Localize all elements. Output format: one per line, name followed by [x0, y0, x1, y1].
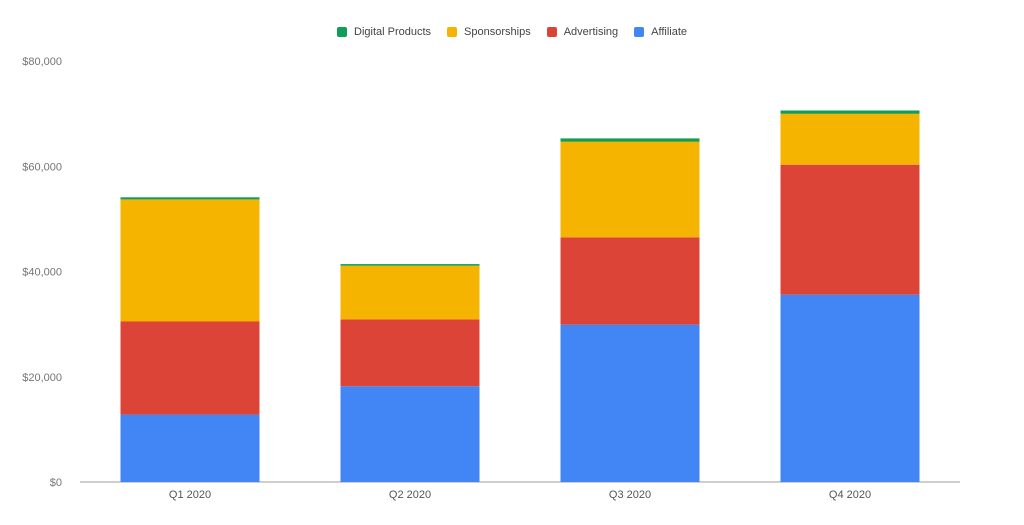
- bar-advertising-q4-2020[interactable]: [780, 164, 920, 295]
- bar-digital-products-q1-2020[interactable]: [120, 197, 260, 200]
- legend-swatch: [447, 27, 458, 37]
- legend-item-digital-products: Digital Products: [337, 26, 431, 38]
- bar-sponsorships-q3-2020[interactable]: [560, 141, 700, 238]
- bar-sponsorships-q4-2020[interactable]: [780, 113, 920, 165]
- legend-swatch: [634, 27, 645, 37]
- bar-sponsorships-q1-2020[interactable]: [120, 199, 260, 322]
- y-tick-label: $60,000: [22, 161, 62, 173]
- bar-affiliate-q1-2020[interactable]: [120, 414, 260, 482]
- legend-label: Affiliate: [651, 26, 687, 38]
- x-tick-label: Q4 2020: [829, 489, 871, 501]
- x-tick-label: Q3 2020: [609, 489, 651, 501]
- bar-advertising-q2-2020[interactable]: [340, 319, 480, 387]
- bar-affiliate-q3-2020[interactable]: [560, 324, 700, 482]
- legend-swatch: [546, 27, 557, 37]
- y-tick-label: $0: [50, 477, 62, 489]
- bar-digital-products-q2-2020[interactable]: [340, 264, 480, 266]
- bar-digital-products-q4-2020[interactable]: [780, 110, 920, 114]
- legend-item-sponsorships: Sponsorships: [447, 26, 531, 38]
- x-tick-label: Q1 2020: [169, 489, 211, 501]
- legend-label: Digital Products: [354, 26, 432, 38]
- bar-affiliate-q2-2020[interactable]: [340, 386, 480, 482]
- y-tick-label: $40,000: [22, 267, 62, 279]
- bar-advertising-q3-2020[interactable]: [560, 237, 700, 325]
- bar-sponsorships-q2-2020[interactable]: [340, 265, 480, 320]
- legend-label: Sponsorships: [464, 26, 531, 38]
- bar-affiliate-q4-2020[interactable]: [780, 294, 920, 482]
- x-tick-label: Q2 2020: [389, 489, 431, 501]
- y-tick-label: $20,000: [22, 372, 62, 384]
- legend-label: Advertising: [563, 26, 619, 38]
- bar-advertising-q1-2020[interactable]: [120, 321, 260, 415]
- legend-item-affiliate: Affiliate: [634, 26, 687, 38]
- legend-swatch: [337, 27, 347, 37]
- legend-item-advertising: Advertising: [546, 26, 619, 38]
- y-tick-label: $80,000: [22, 56, 62, 68]
- chart-legend: Digital Products Sponsorships Advertising A…: [0, 26, 1024, 38]
- bar-digital-products-q3-2020[interactable]: [560, 138, 700, 142]
